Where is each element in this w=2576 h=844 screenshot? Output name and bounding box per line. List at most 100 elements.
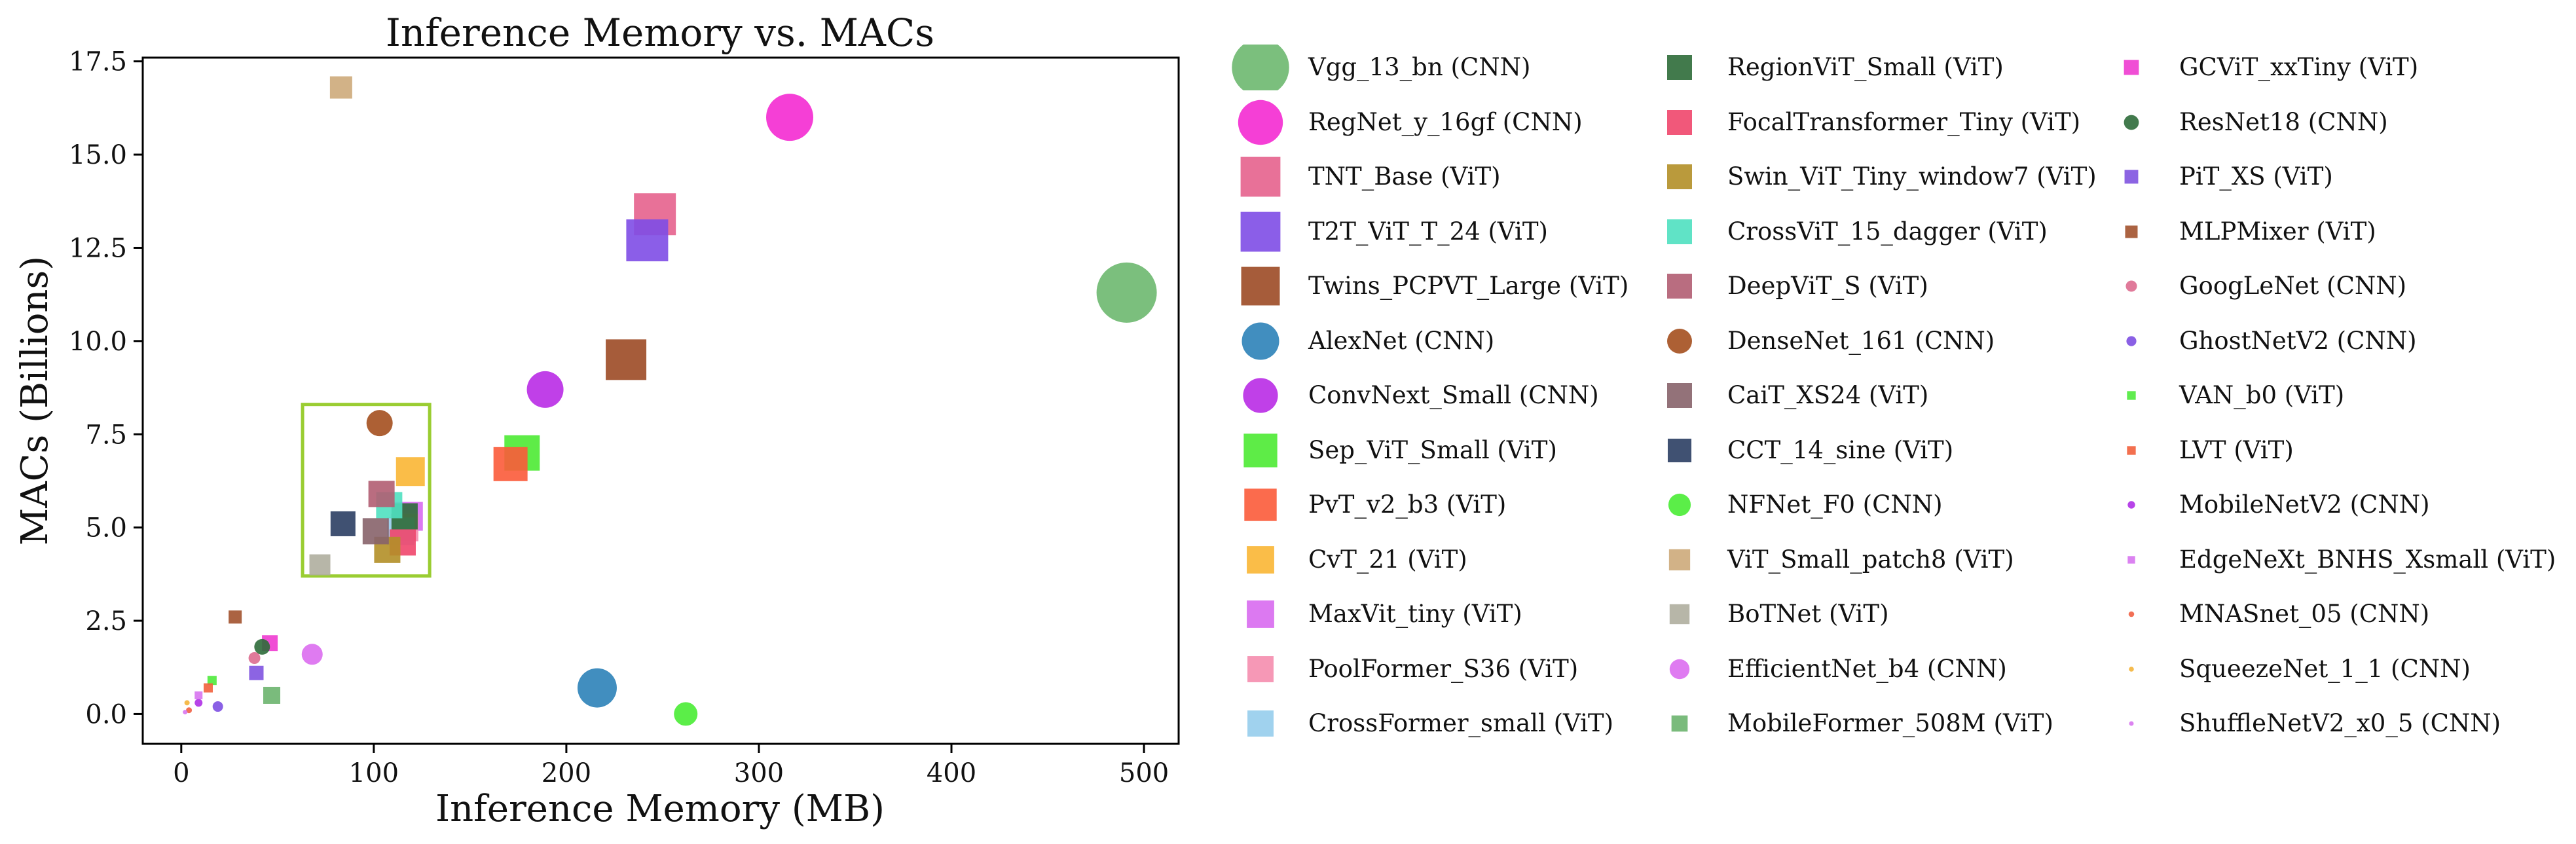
legend-item: VAN_b0 (ViT) [2102, 373, 2508, 418]
point-squeezenet-1-1-cnn [184, 700, 190, 706]
legend-label: MLPMixer (ViT) [2179, 217, 2376, 246]
point-mobileformer-508m-vit [263, 686, 281, 704]
y-tick-label: 12.5 [69, 233, 127, 263]
point-cvt-21-vit [396, 457, 425, 486]
legend-item: GhostNetV2 (CNN) [2102, 318, 2508, 364]
legend-marker [2124, 60, 2139, 75]
legend-marker [1242, 322, 1279, 359]
legend-item: RegNet_y_16gf (CNN) [1231, 100, 1637, 145]
point-botnet-vit [309, 554, 331, 576]
point-deepvit-s-vit [368, 481, 395, 507]
legend-marker [2127, 391, 2136, 400]
legend-label: CaiT_XS24 (ViT) [1727, 381, 1929, 409]
legend-label: T2T_ViT_T_24 (ViT) [1308, 217, 1548, 246]
legend-label: EfficientNet_b4 (CNN) [1727, 654, 2007, 683]
legend-label: TNT_Base (ViT) [1308, 162, 1501, 191]
legend-item: MLPMixer (ViT) [2102, 209, 2508, 255]
legend-marker [2127, 555, 2135, 564]
legend-item: MNASnet_05 (CNN) [2102, 591, 2508, 637]
legend-marker [1247, 655, 1274, 682]
legend-marker [1667, 55, 1692, 80]
y-tick-label: 7.5 [85, 420, 127, 450]
x-tick-label: 0 [173, 758, 189, 788]
legend-item: EfficientNet_b4 (CNN) [1650, 646, 2056, 692]
legend-item: Twins_PCPVT_Large (ViT) [1231, 263, 1637, 309]
y-tick-label: 5.0 [85, 513, 127, 543]
legend-label: EdgeNeXt_BNHS_Xsmall (ViT) [2179, 545, 2556, 574]
legend-label: GhostNetV2 (CNN) [2179, 326, 2417, 355]
legend-marker [1667, 383, 1692, 408]
legend-item: SqueezeNet_1_1 (CNN) [2102, 646, 2508, 692]
legend-marker [2125, 280, 2137, 292]
legend-item: FocalTransformer_Tiny (ViT) [1650, 100, 2080, 145]
legend-marker [1247, 545, 1274, 574]
legend-label: LVT (ViT) [2179, 435, 2294, 464]
legend-marker [2124, 115, 2139, 130]
legend-label: SqueezeNet_1_1 (CNN) [2179, 654, 2471, 683]
point-mlpmixer-vit [229, 610, 242, 624]
legend-item: EdgeNeXt_BNHS_Xsmall (ViT) [2102, 537, 2556, 583]
legend-item: DeepViT_S (ViT) [1650, 263, 2056, 309]
legend-label: Vgg_13_bn (CNN) [1308, 53, 1531, 81]
point-t2t-vit-t-24-vit [626, 219, 669, 262]
x-tick-label: 200 [542, 758, 591, 788]
point-nfnet-f0-cnn [674, 702, 698, 726]
legend-item: T2T_ViT_T_24 (ViT) [1231, 209, 1637, 255]
legend-item: NFNet_F0 (CNN) [1650, 482, 2056, 528]
legend-marker [1240, 156, 1281, 197]
legend-label: Twins_PCPVT_Large (ViT) [1308, 272, 1629, 300]
legend-marker [2126, 335, 2137, 346]
legend-label: Swin_ViT_Tiny_window7 (ViT) [1727, 162, 2097, 191]
legend-marker [1667, 274, 1692, 299]
legend-marker [1240, 211, 1281, 251]
legend-label: PiT_XS (ViT) [2179, 162, 2333, 191]
legend-item: PiT_XS (ViT) [2102, 154, 2508, 200]
legend-marker [2127, 501, 2135, 509]
legend-item: TNT_Base (ViT) [1231, 154, 1637, 200]
legend-item: CvT_21 (ViT) [1231, 537, 1637, 583]
legend-label: GCViT_xxTiny (ViT) [2179, 53, 2419, 81]
legend-item: BoTNet (ViT) [1650, 591, 2056, 637]
legend-item: CaiT_XS24 (ViT) [1650, 373, 2056, 418]
legend-label: VAN_b0 (ViT) [2179, 381, 2345, 409]
point-cait-xs24-vit [362, 518, 389, 545]
legend-item: DenseNet_161 (CNN) [1650, 318, 2056, 364]
legend-label: CrossFormer_small (ViT) [1308, 709, 1614, 737]
legend-label: FocalTransformer_Tiny (ViT) [1727, 107, 2081, 136]
legend-item: GCViT_xxTiny (ViT) [2102, 45, 2508, 90]
legend-label: AlexNet (CNN) [1308, 326, 1495, 355]
legend-label: ShuffleNetV2_x0_5 (CNN) [2179, 709, 2501, 737]
legend-item: Swin_ViT_Tiny_window7 (ViT) [1650, 154, 2097, 200]
point-resnet18-cnn [254, 638, 270, 655]
legend-label: MobileNetV2 (CNN) [2179, 490, 2430, 519]
x-tick-label: 400 [927, 758, 976, 788]
legend-item: ResNet18 (CNN) [2102, 100, 2508, 145]
legend-item: GoogLeNet (CNN) [2102, 263, 2508, 309]
legend-marker [1667, 164, 1692, 189]
legend-item: CrossViT_15_dagger (ViT) [1650, 209, 2056, 255]
legend-marker [2128, 611, 2135, 617]
legend-label: DenseNet_161 (CNN) [1727, 326, 1995, 355]
legend-label: GoogLeNet (CNN) [2179, 272, 2407, 300]
legend-item: Vgg_13_bn (CNN) [1231, 45, 1637, 90]
legend-item: ViT_Small_patch8 (ViT) [1650, 537, 2056, 583]
legend-label: MNASnet_05 (CNN) [2179, 600, 2430, 628]
legend-marker [1238, 100, 1283, 145]
legend-marker [1668, 549, 1691, 570]
y-tick-label: 10.0 [69, 327, 127, 357]
point-efficientnet-b4-cnn [301, 644, 323, 665]
legend-item: MobileNetV2 (CNN) [2102, 482, 2508, 528]
legend-marker [1669, 659, 1690, 679]
legend-item: Sep_ViT_Small (ViT) [1231, 428, 1637, 473]
legend: Vgg_13_bn (CNN) RegNet_y_16gf (CNN) TNT_Ba… [1231, 45, 2567, 771]
x-axis-label: Inference Memory (MB) [435, 788, 885, 830]
legend-item: CCT_14_sine (ViT) [1650, 428, 2056, 473]
y-axis-label: MACs (Billions) [14, 256, 56, 545]
point-googlenet-cnn [248, 652, 261, 664]
legend-marker [1232, 45, 1289, 90]
legend-item: RegionViT_Small (ViT) [1650, 45, 2056, 90]
legend-marker [1244, 488, 1277, 521]
legend-label: RegNet_y_16gf (CNN) [1308, 107, 1583, 136]
legend-marker [1241, 266, 1280, 306]
